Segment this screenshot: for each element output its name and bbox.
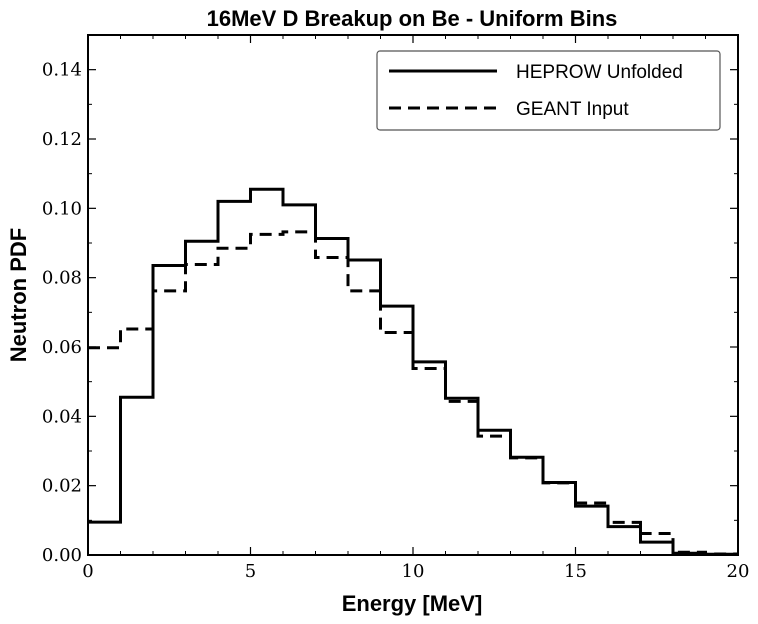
y-tick-label: 0.06 [42, 337, 82, 358]
x-tick-label: 10 [402, 561, 425, 582]
y-tick-label: 0.04 [42, 406, 82, 427]
legend-label-geant: GEANT Input [516, 99, 629, 120]
legend: HEPROW Unfolded GEANT Input [376, 50, 721, 131]
chart-title: 16MeV D Breakup on Be - Uniform Bins [207, 6, 618, 31]
series-layer [88, 187, 738, 556]
x-tick-label: 5 [245, 561, 256, 582]
series-1 [88, 230, 738, 556]
x-tick-label: 0 [82, 561, 93, 582]
y-axis-label: Neutron PDF [6, 228, 31, 362]
y-tick-label: 0.10 [42, 198, 82, 219]
x-tick-label: 15 [564, 561, 587, 582]
y-tick-label: 0.08 [42, 268, 82, 289]
plot-frame [87, 34, 739, 556]
y-tick-label: 0.02 [42, 476, 82, 497]
ticks-layer: 0 5 10 15 20 0.00 0.02 0.04 0.06 0.08 0.10 0.12 0.14 [42, 35, 750, 582]
series-line-1 [88, 230, 738, 556]
x-tick-label: 20 [727, 561, 750, 582]
legend-label-heprow: HEPROW Unfolded [516, 62, 683, 83]
y-tick-label: 0.00 [42, 545, 82, 566]
y-tick-label: 0.14 [42, 60, 82, 81]
x-axis-label: Energy [MeV] [342, 591, 483, 616]
y-tick-label: 0.12 [42, 129, 82, 150]
